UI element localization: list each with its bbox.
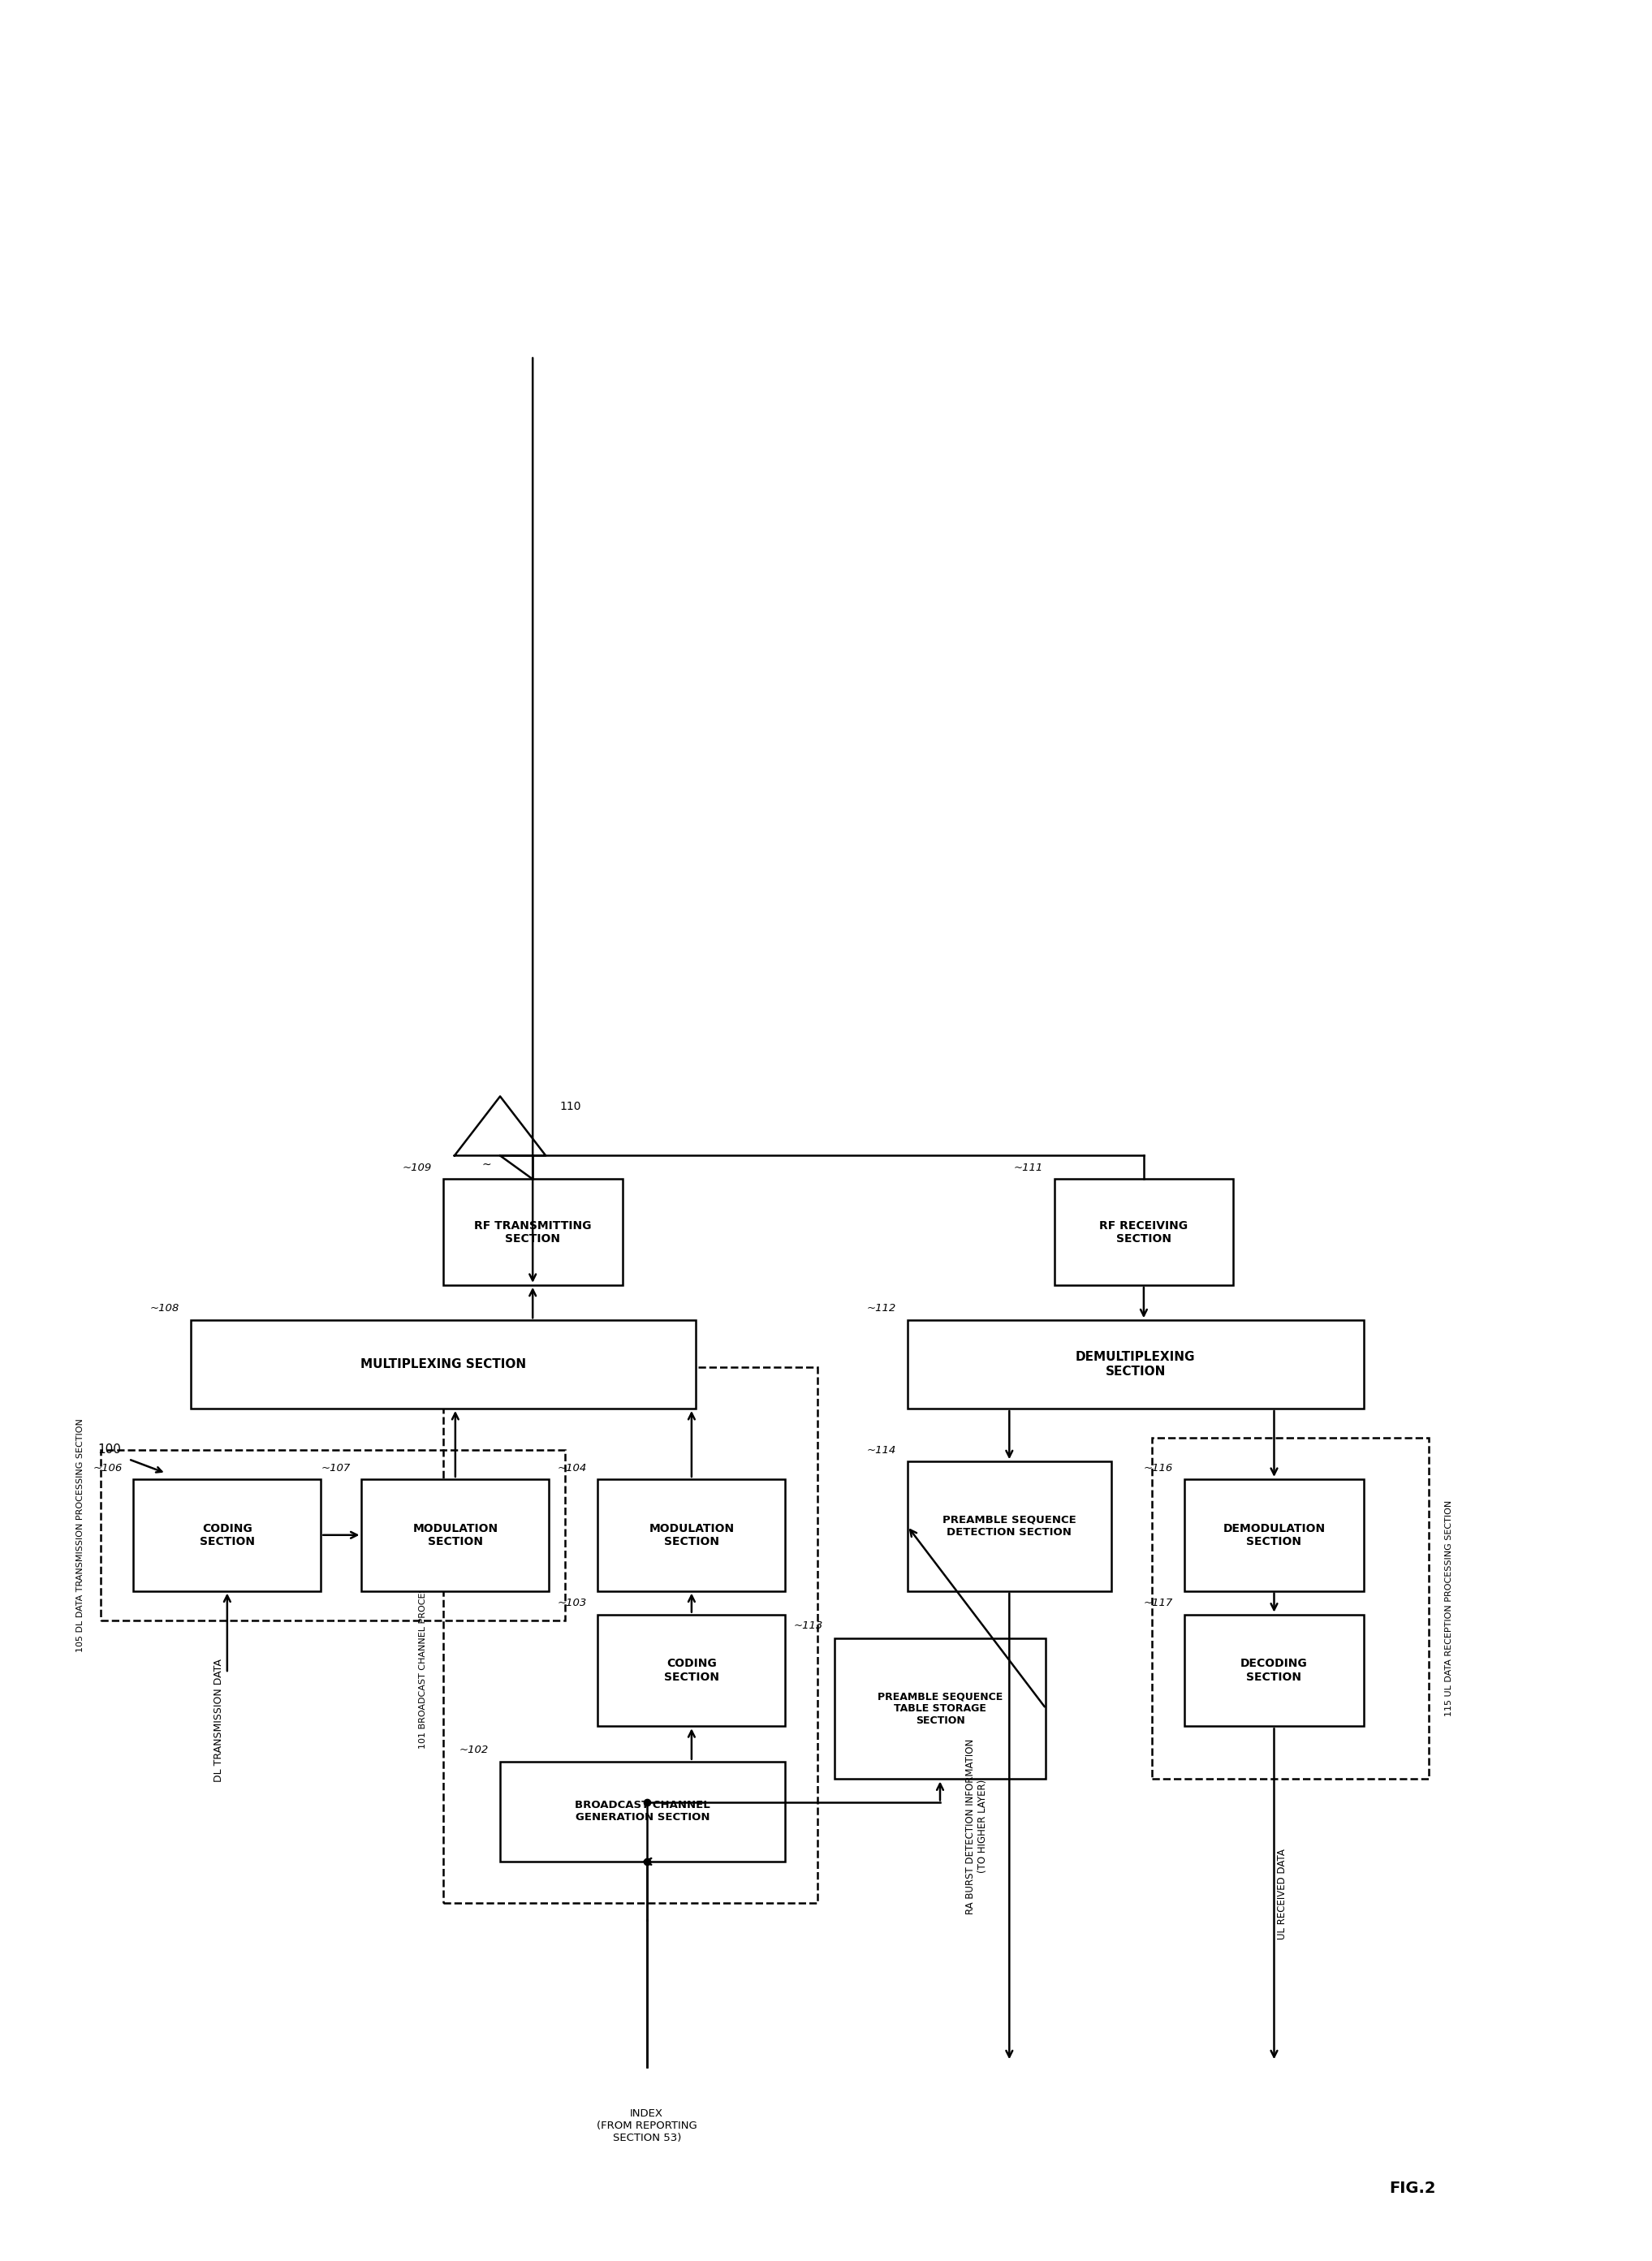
Bar	[1184, 1479, 1363, 1592]
Text: PREAMBLE SEQUENCE
DETECTION SECTION: PREAMBLE SEQUENCE DETECTION SECTION	[942, 1515, 1075, 1537]
Text: ~108: ~108	[150, 1302, 178, 1314]
Text: ~103: ~103	[557, 1599, 586, 1608]
Text: DEMULTIPLEXING
SECTION: DEMULTIPLEXING SECTION	[1075, 1352, 1196, 1377]
Text: CODING
SECTION: CODING SECTION	[664, 1657, 719, 1682]
Text: RA BURST DETECTION INFORMATION
(TO HIGHER LAYER): RA BURST DETECTION INFORMATION (TO HIGHE…	[965, 1739, 988, 1915]
Text: ~114: ~114	[867, 1445, 895, 1456]
Bar	[134, 1479, 320, 1592]
Text: ~104: ~104	[557, 1463, 586, 1474]
Text: MODULATION
SECTION: MODULATION SECTION	[413, 1522, 497, 1547]
Bar	[443, 1180, 623, 1284]
Bar	[190, 1320, 695, 1409]
Bar	[598, 1614, 785, 1725]
Text: ~107: ~107	[320, 1463, 350, 1474]
Text: INDEX
(FROM REPORTING
SECTION 53): INDEX (FROM REPORTING SECTION 53)	[596, 2110, 697, 2143]
Bar	[907, 1320, 1363, 1409]
Bar	[1151, 1438, 1429, 1779]
Text: ~: ~	[482, 1160, 491, 1171]
Text: ~111: ~111	[1013, 1162, 1042, 1173]
Text: RF TRANSMITTING
SECTION: RF TRANSMITTING SECTION	[474, 1221, 591, 1244]
Text: DEMODULATION
SECTION: DEMODULATION SECTION	[1222, 1522, 1325, 1547]
Bar	[443, 1368, 818, 1904]
Text: ~109: ~109	[401, 1162, 431, 1173]
Text: ~106: ~106	[93, 1463, 122, 1474]
Text: 105 DL DATA TRANSMISSION PROCESSING SECTION: 105 DL DATA TRANSMISSION PROCESSING SECT…	[76, 1418, 84, 1653]
Bar	[101, 1449, 565, 1621]
Text: FIG.2: FIG.2	[1389, 2182, 1436, 2195]
Text: BROADCAST CHANNEL
GENERATION SECTION: BROADCAST CHANNEL GENERATION SECTION	[575, 1800, 710, 1822]
Text: 100: 100	[97, 1443, 121, 1456]
Bar	[598, 1479, 785, 1592]
Bar	[362, 1479, 548, 1592]
Text: MODULATION
SECTION: MODULATION SECTION	[649, 1522, 733, 1547]
Text: MULTIPLEXING SECTION: MULTIPLEXING SECTION	[360, 1359, 525, 1370]
Bar	[501, 1761, 785, 1861]
Text: 110: 110	[560, 1101, 582, 1112]
Text: DL TRANSMISSION DATA: DL TRANSMISSION DATA	[213, 1660, 225, 1782]
Text: DECODING
SECTION: DECODING SECTION	[1241, 1657, 1308, 1682]
Bar	[907, 1461, 1112, 1592]
Text: 101 BROADCAST CHANNEL PROCESSING SECTION: 101 BROADCAST CHANNEL PROCESSING SECTION	[418, 1522, 426, 1748]
Text: ~102: ~102	[459, 1745, 489, 1755]
Text: UL RECEIVED DATA: UL RECEIVED DATA	[1277, 1849, 1287, 1940]
Text: 115 UL DATA RECEPTION PROCESSING SECTION: 115 UL DATA RECEPTION PROCESSING SECTION	[1446, 1501, 1454, 1716]
Text: ~113: ~113	[793, 1621, 823, 1630]
Bar	[834, 1637, 1046, 1779]
Bar	[1184, 1614, 1363, 1725]
Bar	[1054, 1180, 1234, 1284]
Text: ~112: ~112	[867, 1302, 895, 1314]
Text: ~117: ~117	[1143, 1599, 1173, 1608]
Text: CODING
SECTION: CODING SECTION	[200, 1522, 254, 1547]
Text: RF RECEIVING
SECTION: RF RECEIVING SECTION	[1100, 1221, 1188, 1244]
Text: PREAMBLE SEQUENCE
TABLE STORAGE
SECTION: PREAMBLE SEQUENCE TABLE STORAGE SECTION	[877, 1691, 1003, 1725]
Text: ~116: ~116	[1143, 1463, 1173, 1474]
